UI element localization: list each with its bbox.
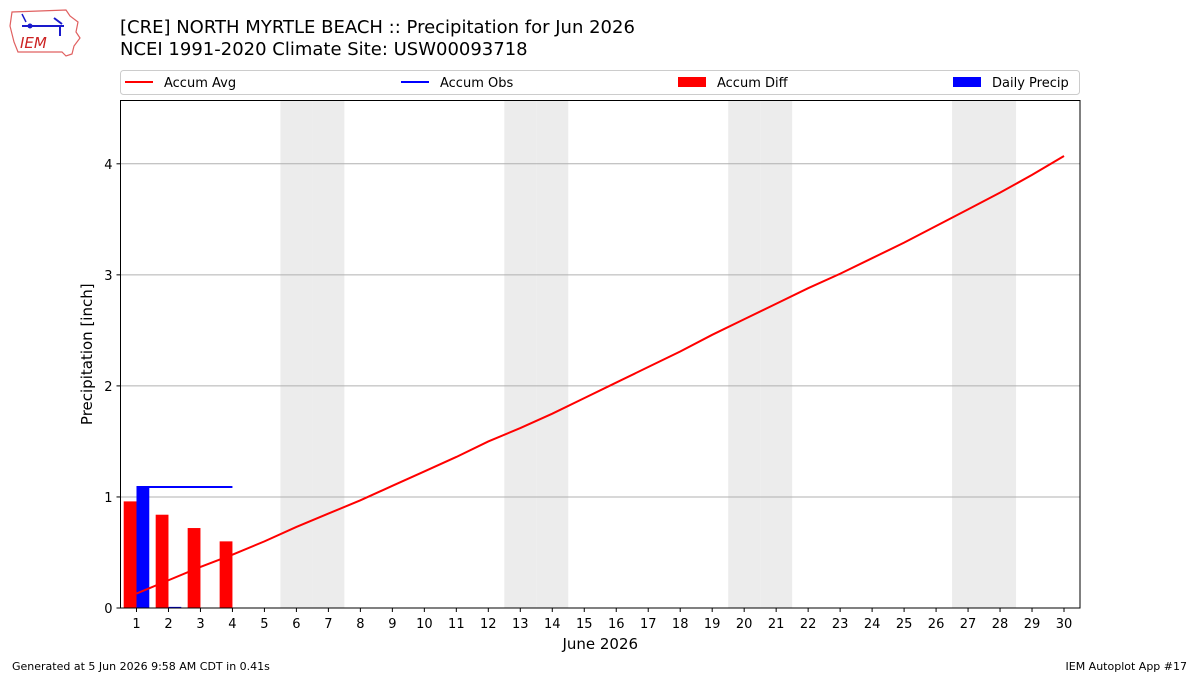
title-line-2: NCEI 1991-2020 Climate Site: USW00093718: [120, 39, 528, 60]
accum-diff-bar-day-2: [155, 514, 169, 608]
chart-title: [CRE] NORTH MYRTLE BEACH :: Precipitatio…: [120, 17, 635, 61]
x-tick-label-3: 3: [196, 617, 204, 632]
weekend-band-day-14: [536, 100, 569, 608]
x-tick-label-19: 19: [704, 617, 721, 632]
weekend-band-day-13: [504, 100, 537, 608]
x-tick-label-17: 17: [640, 617, 657, 632]
legend-label-accum_avg: Accum Avg: [164, 76, 236, 91]
legend-label-accum_diff: Accum Diff: [717, 76, 789, 91]
x-tick-label-18: 18: [672, 617, 689, 632]
y-axis-label: Precipitation [inch]: [78, 283, 96, 425]
legend-frame: [120, 70, 1080, 95]
x-tick-label-14: 14: [544, 617, 561, 632]
weekend-band-day-28: [984, 100, 1017, 608]
x-tick-label-16: 16: [608, 617, 625, 632]
x-tick-label-27: 27: [960, 617, 977, 632]
y-tick-label-3: 3: [104, 269, 112, 284]
x-tick-label-2: 2: [164, 617, 172, 632]
x-tick-label-13: 13: [512, 617, 529, 632]
title-line-1: [CRE] NORTH MYRTLE BEACH :: Precipitatio…: [120, 17, 635, 38]
x-tick-label-7: 7: [324, 617, 332, 632]
daily-precip-bar-day-1: [136, 486, 150, 608]
x-tick-label-22: 22: [800, 617, 817, 632]
x-tick-label-4: 4: [228, 617, 236, 632]
x-tick-label-24: 24: [864, 617, 881, 632]
plot-frame: [120, 100, 1081, 609]
logo-text: IEM: [20, 34, 47, 52]
x-tick-label-8: 8: [356, 617, 364, 632]
x-tick-label-10: 10: [416, 617, 433, 632]
legend-label-accum_obs: Accum Obs: [440, 76, 513, 91]
x-tick-label-25: 25: [896, 617, 913, 632]
accum-avg-line: [136, 155, 1065, 595]
app-label: IEM Autoplot App #17: [1065, 660, 1188, 673]
iem-logo-graphic: IEM: [9, 9, 81, 57]
x-tick-label-6: 6: [292, 617, 300, 632]
weekend-band-day-27: [952, 100, 985, 608]
iem-logo: IEM: [8, 6, 82, 64]
accum-diff-bar-day-4: [219, 541, 233, 608]
x-tick-label-26: 26: [928, 617, 945, 632]
x-tick-label-29: 29: [1024, 617, 1041, 632]
x-tick-label-5: 5: [260, 617, 268, 632]
legend-swatch-daily_precip: [953, 77, 981, 87]
y-tick-label-4: 4: [104, 158, 112, 173]
y-tick-label-2: 2: [104, 380, 112, 395]
x-tick-label-15: 15: [576, 617, 593, 632]
x-tick-label-12: 12: [480, 617, 497, 632]
x-tick-label-11: 11: [448, 617, 465, 632]
x-tick-label-21: 21: [768, 617, 785, 632]
legend-label-daily_precip: Daily Precip: [992, 76, 1069, 91]
x-tick-label-30: 30: [1056, 617, 1073, 632]
generated-timestamp: Generated at 5 Jun 2026 9:58 AM CDT in 0…: [12, 660, 270, 673]
legend: Accum Avg Accum Obs Accum Diff Daily Precip: [120, 70, 1080, 95]
legend-swatch-accum_diff: [678, 77, 706, 87]
y-tick-label-0: 0: [104, 602, 112, 617]
accum-diff-bar-day-3: [187, 528, 201, 608]
x-tick-label-1: 1: [132, 617, 140, 632]
daily-precip-bar-day-2: [168, 606, 182, 608]
x-tick-label-9: 9: [388, 617, 396, 632]
x-tick-label-23: 23: [832, 617, 849, 632]
weekend-band-day-21: [760, 100, 793, 608]
x-tick-label-20: 20: [736, 617, 753, 632]
x-tick-label-28: 28: [992, 617, 1009, 632]
accum-diff-bar-day-1: [123, 501, 137, 608]
weekend-band-day-7: [312, 100, 345, 608]
weekend-band-day-20: [728, 100, 761, 608]
y-tick-label-1: 1: [104, 491, 112, 506]
x-axis-label: June 2026: [561, 635, 638, 653]
